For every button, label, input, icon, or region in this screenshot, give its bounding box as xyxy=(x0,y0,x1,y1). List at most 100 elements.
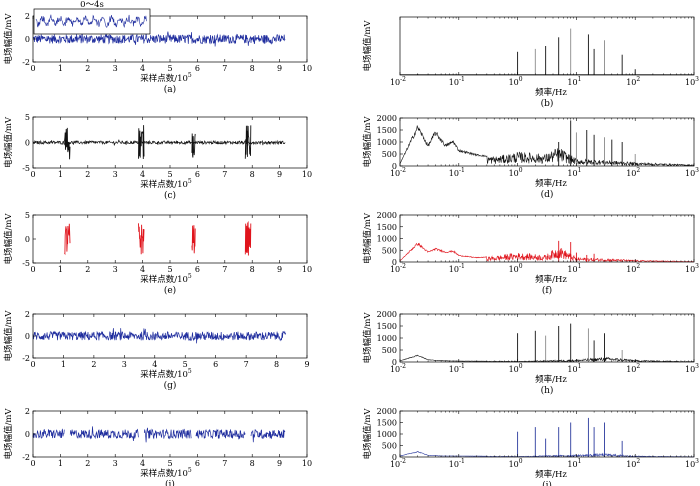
xtick-label-c-6: 6 xyxy=(195,170,200,179)
ytick-label-g-0: -2 xyxy=(22,354,30,363)
burst-e-1 xyxy=(138,223,145,255)
xtick-label-j-3: 101 xyxy=(567,458,581,469)
x-axis-label-c: 采样点数/105 xyxy=(140,178,192,190)
xtick-base: 10 xyxy=(567,460,577,469)
spectrum-h xyxy=(399,354,695,363)
xtick-label-d-0: 10-2 xyxy=(390,167,406,178)
xtick-label-h-2: 100 xyxy=(509,363,523,374)
xtick-label-g-1: 1 xyxy=(61,360,66,369)
ytick-label-h-3: 1500 xyxy=(377,322,397,331)
xtick-exponent: 2 xyxy=(636,167,640,174)
xtick-label-f-2: 100 xyxy=(509,263,523,274)
inset-trace xyxy=(35,14,147,28)
caption-f: (f) xyxy=(542,285,552,296)
xtick-exponent: -1 xyxy=(459,263,465,270)
ytick-label-c-2: 5 xyxy=(25,113,30,122)
x-axis-label-a: 采样点数/105 xyxy=(140,72,192,84)
xtick-exponent: 2 xyxy=(636,363,640,370)
ytick-label-c-1: 0 xyxy=(25,139,30,148)
xtick-label-f-3: 101 xyxy=(567,263,581,274)
xtick-label-i-0: 0 xyxy=(30,459,35,468)
x-axis-label-j: 频率/Hz xyxy=(535,469,567,480)
panel-d: 10-2 10-1 100 101 102 1030500100015002000电场幅值… xyxy=(362,114,699,200)
xtick-base: 10 xyxy=(390,169,400,178)
xtick-label-c-7: 7 xyxy=(222,170,227,179)
xtick-exponent: -1 xyxy=(459,167,465,174)
xtick-label-h-5: 103 xyxy=(685,363,699,374)
xtick-label-c-9: 9 xyxy=(277,170,282,179)
burst-c-2 xyxy=(191,133,196,158)
x-axis-label-text: 采样点数/10 xyxy=(140,274,188,285)
ytick-label-i-1: 0 xyxy=(25,430,30,439)
spectrum-j xyxy=(400,451,694,458)
ytick-label-f-0: 0 xyxy=(392,258,397,267)
x-axis-label-exponent: 5 xyxy=(188,273,192,280)
ytick-label-f-3: 1500 xyxy=(377,223,397,232)
xtick-exponent: 0 xyxy=(519,363,523,370)
x-axis-label-text: 采样点数/10 xyxy=(140,468,188,479)
xtick-label-j-5: 103 xyxy=(685,458,699,469)
xtick-exponent: 1 xyxy=(578,458,582,465)
xtick-exponent: 3 xyxy=(695,76,699,83)
xtick-label-b-1: 10-1 xyxy=(449,76,465,87)
caption-c: (c) xyxy=(164,190,176,201)
panel-j: 10-2 10-1 100 101 102 1030500100015002000电场幅值… xyxy=(362,407,699,486)
xtick-base: 10 xyxy=(626,265,636,274)
xtick-base: 10 xyxy=(567,169,577,178)
xtick-label-a-6: 6 xyxy=(195,64,200,73)
xtick-exponent: 2 xyxy=(636,76,640,83)
xtick-base: 10 xyxy=(626,169,636,178)
xtick-label-g-8: 8 xyxy=(274,360,279,369)
xtick-exponent: 0 xyxy=(519,458,523,465)
xtick-label-c-10: 10 xyxy=(302,170,312,179)
xtick-label-b-3: 101 xyxy=(567,76,581,87)
y-axis-label-b: 电场幅值/mV xyxy=(362,20,373,72)
xtick-label-c-5: 5 xyxy=(167,170,172,179)
xtick-label-d-3: 101 xyxy=(567,167,581,178)
xtick-label-g-9: 9 xyxy=(304,360,309,369)
ytick-label-d-2: 1000 xyxy=(377,138,397,147)
signal-trace-a xyxy=(32,30,286,47)
xtick-label-e-5: 5 xyxy=(167,265,172,274)
xtick-label-h-4: 102 xyxy=(626,363,640,374)
xtick-label-a-1: 1 xyxy=(58,64,63,73)
x-axis-label-exponent: 5 xyxy=(188,467,192,474)
x-axis-label-d: 频率/Hz xyxy=(535,178,567,189)
xtick-label-g-5: 5 xyxy=(183,360,188,369)
ytick-label-a-2: 2 xyxy=(25,12,30,21)
xtick-label-g-3: 3 xyxy=(122,360,127,369)
xtick-exponent: 1 xyxy=(578,167,582,174)
xtick-label-d-1: 10-1 xyxy=(449,167,465,178)
panel-h: 10-2 10-1 100 101 102 1030500100015002000电场幅值… xyxy=(362,310,699,396)
xtick-label-f-1: 10-1 xyxy=(449,263,465,274)
ytick-label-d-4: 2000 xyxy=(377,114,397,123)
xtick-label-i-4: 4 xyxy=(140,459,145,468)
xtick-label-d-5: 103 xyxy=(685,167,699,178)
xtick-label-b-4: 102 xyxy=(626,76,640,87)
ytick-label-h-4: 2000 xyxy=(377,310,397,319)
signal-trace-i xyxy=(32,426,286,443)
xtick-label-a-9: 9 xyxy=(277,64,282,73)
ytick-label-a-0: -2 xyxy=(22,58,30,67)
xtick-base: 10 xyxy=(626,365,636,374)
inset-frame xyxy=(33,8,151,35)
caption-i: (i) xyxy=(165,479,175,486)
x-axis-label-exponent: 5 xyxy=(188,368,192,375)
xtick-label-i-2: 2 xyxy=(85,459,90,468)
xtick-label-a-5: 5 xyxy=(167,64,172,73)
xtick-label-b-0: 10-2 xyxy=(390,76,406,87)
xtick-base: 10 xyxy=(509,169,519,178)
xtick-base: 10 xyxy=(567,365,577,374)
axes-frame-j xyxy=(399,410,695,458)
ytick-label-f-2: 1000 xyxy=(377,235,397,244)
xtick-base: 10 xyxy=(449,169,459,178)
xtick-label-i-9: 9 xyxy=(277,459,282,468)
ytick-label-j-0: 0 xyxy=(392,453,397,462)
xtick-label-j-0: 10-2 xyxy=(390,458,406,469)
ytick-label-e-1: 0 xyxy=(25,235,30,244)
panel-f: 10-2 10-1 100 101 102 1030500100015002000电场幅值… xyxy=(362,211,699,296)
